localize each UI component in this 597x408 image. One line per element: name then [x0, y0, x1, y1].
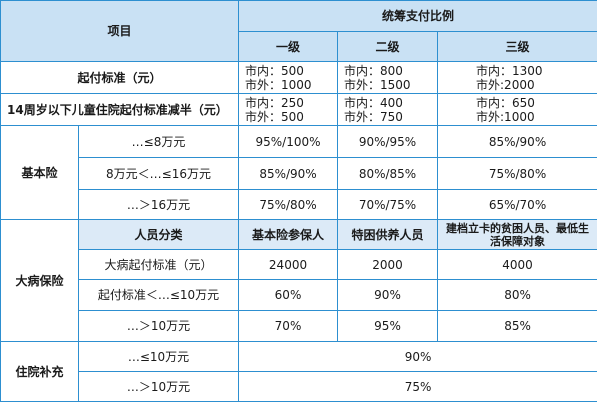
major-insured: 24000: [238, 249, 339, 280]
child-level2: 市内：400 市外：750: [337, 93, 439, 126]
basic-range: …≤8万元: [77, 125, 240, 158]
major-insured: 60%: [238, 279, 339, 311]
child-level1: 市内：250 市外：500: [238, 93, 339, 126]
major-range: 起付标准＜…≤10万元: [77, 279, 240, 311]
basic-level3: 85%/90%: [437, 125, 597, 158]
basic-level3: 75%/80%: [437, 157, 597, 190]
major-label: 大病保险: [0, 219, 79, 342]
basic-level1: 75%/80%: [238, 189, 339, 220]
major-range: …＞10万元: [77, 310, 240, 342]
basic-level3: 65%/70%: [437, 189, 597, 220]
major-poor: 80%: [437, 279, 597, 311]
major-sub-poor: 建档立卡的贫困人员、最低生活保障对象: [437, 219, 597, 250]
subsidy-range: …≤10万元: [77, 341, 240, 372]
subsidy-value: 90%: [238, 341, 597, 372]
major-sub-special: 特困供养人员: [337, 219, 439, 250]
basic-range: 8万元＜…≤16万元: [77, 157, 240, 190]
major-sub-category: 人员分类: [77, 219, 240, 250]
deductible-level1: 市内：500 市外：1000: [238, 61, 339, 94]
subsidy-value: 75%: [238, 371, 597, 402]
basic-level1: 85%/90%: [238, 157, 339, 190]
header-ratio: 统筹支付比例: [238, 0, 597, 32]
major-sub-insured: 基本险参保人: [238, 219, 339, 250]
major-poor: 85%: [437, 310, 597, 342]
header-item: 项目: [0, 0, 240, 62]
deductible-level2: 市内：800 市外：1500: [337, 61, 439, 94]
child-level3: 市内：650 市外:1000: [437, 93, 597, 126]
major-special: 2000: [337, 249, 439, 280]
basic-level2: 70%/75%: [337, 189, 439, 220]
header-level2: 二级: [337, 31, 439, 62]
major-special: 95%: [337, 310, 439, 342]
basic-level2: 80%/85%: [337, 157, 439, 190]
major-insured: 70%: [238, 310, 339, 342]
header-level1: 一级: [238, 31, 339, 62]
basic-label: 基本险: [0, 125, 79, 220]
major-range: 大病起付标准（元）: [77, 249, 240, 280]
basic-level2: 90%/95%: [337, 125, 439, 158]
subsidy-label: 住院补充: [0, 341, 79, 402]
major-poor: 4000: [437, 249, 597, 280]
deductible-label: 起付标准（元）: [0, 61, 240, 94]
deductible-level3: 市内：1300 市外:2000: [437, 61, 597, 94]
basic-range: …＞16万元: [77, 189, 240, 220]
subsidy-range: …＞10万元: [77, 371, 240, 402]
basic-level1: 95%/100%: [238, 125, 339, 158]
child-label: 14周岁以下儿童住院起付标准减半（元）: [0, 93, 240, 126]
header-level3: 三级: [437, 31, 597, 62]
major-special: 90%: [337, 279, 439, 311]
